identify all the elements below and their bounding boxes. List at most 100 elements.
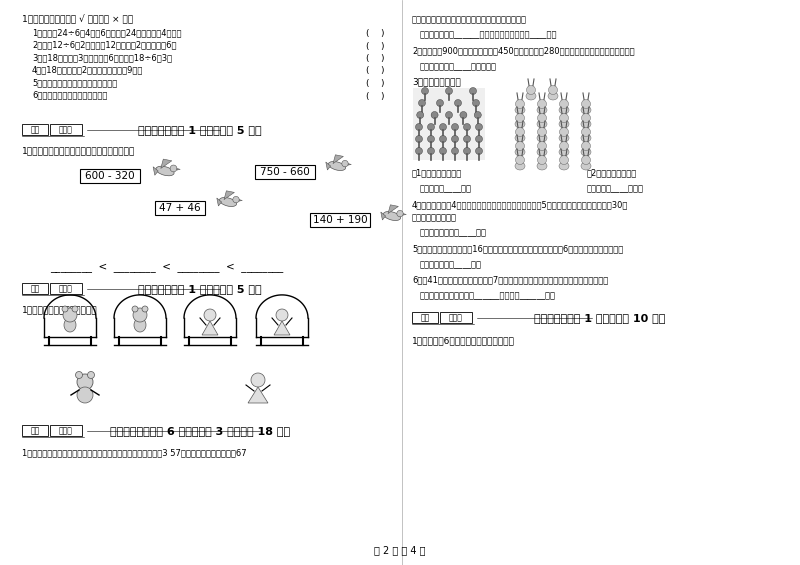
Ellipse shape [559, 134, 569, 142]
Circle shape [559, 114, 569, 123]
Text: 1、连一连镜子里看到的图像。: 1、连一连镜子里看到的图像。 [22, 305, 98, 314]
Text: 评卷人: 评卷人 [59, 125, 73, 134]
Text: 1、把下列算式按得数大小，从小到大排一行。: 1、把下列算式按得数大小，从小到大排一行。 [22, 146, 135, 155]
Circle shape [446, 88, 453, 94]
Polygon shape [202, 321, 218, 335]
Circle shape [251, 373, 265, 387]
Text: 4、周日，小明和4个同学去公园玩，公园的儿童票是每匨5元。他们一共花了多少元？帰30元: 4、周日，小明和4个同学去公园玩，公园的儿童票是每匨5元。他们一共花了多少元？帰… [412, 200, 628, 209]
Bar [50, 425, 82, 436]
Bar [310, 213, 370, 227]
Bar [22, 124, 48, 135]
Text: 答：平均每个小朋友分到______本，还剩______本。: 答：平均每个小朋友分到______本，还剩______本。 [420, 291, 556, 300]
Text: 答：二年级捐了______本，两个年级一共捐了____本。: 答：二年级捐了______本，两个年级一共捐了____本。 [420, 30, 558, 39]
Circle shape [549, 85, 558, 94]
Circle shape [582, 128, 590, 137]
Ellipse shape [537, 106, 547, 114]
Circle shape [75, 372, 82, 379]
Text: (    ): ( ) [366, 41, 385, 50]
Text: 答：一共有____人。: 答：一共有____人。 [420, 184, 472, 193]
Ellipse shape [156, 166, 174, 176]
Text: 2、菜站运来900千克蔬菜，卖出去450千克，又运来280千克，现在菜站有多少千克蔬菜？: 2、菜站运来900千克蔬菜，卖出去450千克，又运来280千克，现在菜站有多少千… [412, 46, 634, 55]
Polygon shape [381, 212, 386, 220]
Circle shape [559, 155, 569, 164]
Ellipse shape [77, 387, 93, 403]
Circle shape [72, 306, 78, 312]
Circle shape [451, 136, 458, 142]
Polygon shape [326, 162, 330, 170]
Bar [413, 88, 485, 160]
Circle shape [422, 88, 429, 94]
Text: 47 + 46: 47 + 46 [159, 203, 201, 213]
Ellipse shape [515, 120, 525, 128]
Circle shape [475, 136, 482, 142]
Polygon shape [403, 214, 406, 215]
Text: 第 2 页 共 4 页: 第 2 页 共 4 页 [374, 545, 426, 555]
Circle shape [415, 147, 422, 154]
Ellipse shape [515, 148, 525, 156]
Text: 3、抄18平均分成3份，每份是6，列式是18÷6＝3。: 3、抄18平均分成3份，每份是6，列式是18÷6＝3。 [32, 53, 172, 62]
Text: 八、解决问题（共 6 小题，每题 3 分，共计 18 分）: 八、解决问题（共 6 小题，每题 3 分，共计 18 分） [110, 426, 290, 436]
Text: 去，买票的閒够吗？: 去，买票的閒够吗？ [412, 213, 457, 222]
Polygon shape [239, 199, 242, 201]
Ellipse shape [383, 211, 401, 220]
Text: 2、算彗12÷6＝2，表示抄12平均分成2份，每份是6。: 2、算彗12÷6＝2，表示抄12平均分成2份，每份是6。 [32, 41, 177, 50]
Circle shape [437, 99, 443, 106]
Circle shape [515, 99, 525, 108]
Ellipse shape [537, 148, 547, 156]
Text: 1、气象小刹6月份的天气作了如下记录：: 1、气象小刹6月份的天气作了如下记录： [412, 336, 515, 345]
Ellipse shape [559, 148, 569, 156]
Circle shape [276, 309, 288, 321]
Polygon shape [333, 155, 343, 164]
Circle shape [133, 308, 147, 322]
Text: 得分: 得分 [420, 313, 430, 322]
Circle shape [559, 128, 569, 137]
Circle shape [582, 114, 590, 123]
Circle shape [475, 124, 482, 131]
Polygon shape [248, 387, 268, 403]
Circle shape [142, 306, 148, 312]
Circle shape [77, 374, 93, 390]
Circle shape [446, 111, 453, 119]
Bar [22, 283, 48, 294]
Circle shape [451, 147, 458, 154]
Circle shape [427, 124, 434, 131]
Bar [22, 425, 48, 436]
Text: (    ): ( ) [366, 79, 385, 88]
Circle shape [439, 124, 446, 131]
Text: (    ): ( ) [366, 54, 385, 63]
Text: 答：做跳绳用去____米。: 答：做跳绳用去____米。 [420, 260, 482, 269]
Text: 3、看图列式计算。: 3、看图列式计算。 [412, 77, 461, 86]
Ellipse shape [515, 106, 525, 114]
Ellipse shape [581, 148, 591, 156]
Ellipse shape [64, 318, 76, 332]
Circle shape [439, 136, 446, 142]
Circle shape [463, 147, 470, 154]
Text: 600 - 320: 600 - 320 [85, 171, 135, 181]
Circle shape [132, 306, 138, 312]
Text: 七、连一连（共 1 大题，共计 5 分）: 七、连一连（共 1 大题，共计 5 分） [138, 284, 262, 294]
Circle shape [474, 111, 482, 119]
Ellipse shape [581, 106, 591, 114]
Circle shape [515, 155, 525, 164]
Text: 750 - 660: 750 - 660 [260, 167, 310, 177]
Ellipse shape [559, 120, 569, 128]
Text: 本，二年级捐了多少本？两个年级一共捐了多少本？: 本，二年级捐了多少本？两个年级一共捐了多少本？ [412, 15, 527, 24]
Ellipse shape [537, 120, 547, 128]
Text: (    ): ( ) [366, 67, 385, 76]
Circle shape [582, 141, 590, 150]
Circle shape [397, 210, 403, 217]
Circle shape [470, 88, 477, 94]
Text: 6、每份分得同样多，叫平均分。: 6、每份分得同样多，叫平均分。 [32, 90, 107, 99]
Circle shape [87, 372, 94, 379]
Circle shape [463, 136, 470, 142]
Circle shape [342, 160, 348, 167]
Ellipse shape [219, 198, 237, 206]
Ellipse shape [515, 134, 525, 142]
Circle shape [415, 136, 422, 142]
Ellipse shape [581, 134, 591, 142]
Bar [50, 124, 82, 135]
Circle shape [538, 128, 546, 137]
Circle shape [439, 147, 446, 154]
Circle shape [526, 85, 535, 94]
Ellipse shape [559, 106, 569, 114]
